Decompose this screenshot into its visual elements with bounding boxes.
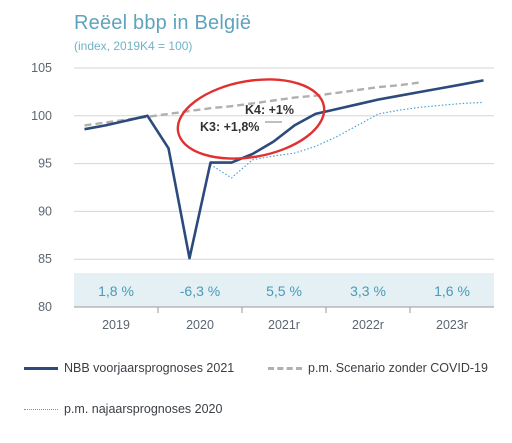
growth-rate-label: -6,3 % (180, 283, 220, 299)
annotation-k3: K3: +1,8% (200, 120, 259, 134)
y-tick-label: 90 (38, 204, 52, 218)
y-tick-label: 80 (38, 300, 52, 314)
legend-label-najaar: p.m. najaarsprognoses 2020 (64, 402, 223, 416)
legend-label-scenario: p.m. Scenario zonder COVID-19 (308, 361, 488, 375)
annotation-k4: K4: +1% (245, 103, 294, 117)
series-line-dotted (210, 101, 484, 179)
legend-swatch-dashed (268, 366, 302, 370)
x-tick-label: 2022r (352, 318, 384, 332)
legend-item-nbb: NBB voorjaarsprognoses 2021 (24, 361, 234, 375)
y-tick-label: 105 (31, 61, 52, 75)
growth-rate-label: 1,8 % (98, 283, 134, 299)
x-tick-label: 2021r (268, 318, 300, 332)
legend-item-najaar: p.m. najaarsprognoses 2020 (24, 402, 222, 416)
y-tick-label: 100 (31, 109, 52, 123)
growth-rate-label: 1,6 % (434, 283, 470, 299)
y-tick-label: 95 (38, 157, 52, 171)
x-tick-label: 2019 (102, 318, 130, 332)
growth-band (74, 273, 494, 307)
chart-subtitle: (index, 2019K4 = 100) (74, 39, 193, 53)
growth-rate-label: 3,3 % (350, 283, 386, 299)
legend-item-scenario: p.m. Scenario zonder COVID-19 (268, 361, 488, 375)
legend-swatch-dotted (24, 408, 58, 410)
series-line-solid (84, 79, 484, 260)
highlight-ellipse (176, 78, 326, 160)
x-tick-label: 2023r (436, 318, 468, 332)
growth-rate-label: 5,5 % (266, 283, 302, 299)
y-tick-label: 85 (38, 252, 52, 266)
x-tick-label: 2020 (186, 318, 214, 332)
legend-swatch-solid (24, 366, 58, 370)
chart-title: Reëel bbp in België (74, 12, 252, 34)
legend-label-nbb: NBB voorjaarsprognoses 2021 (64, 361, 235, 375)
